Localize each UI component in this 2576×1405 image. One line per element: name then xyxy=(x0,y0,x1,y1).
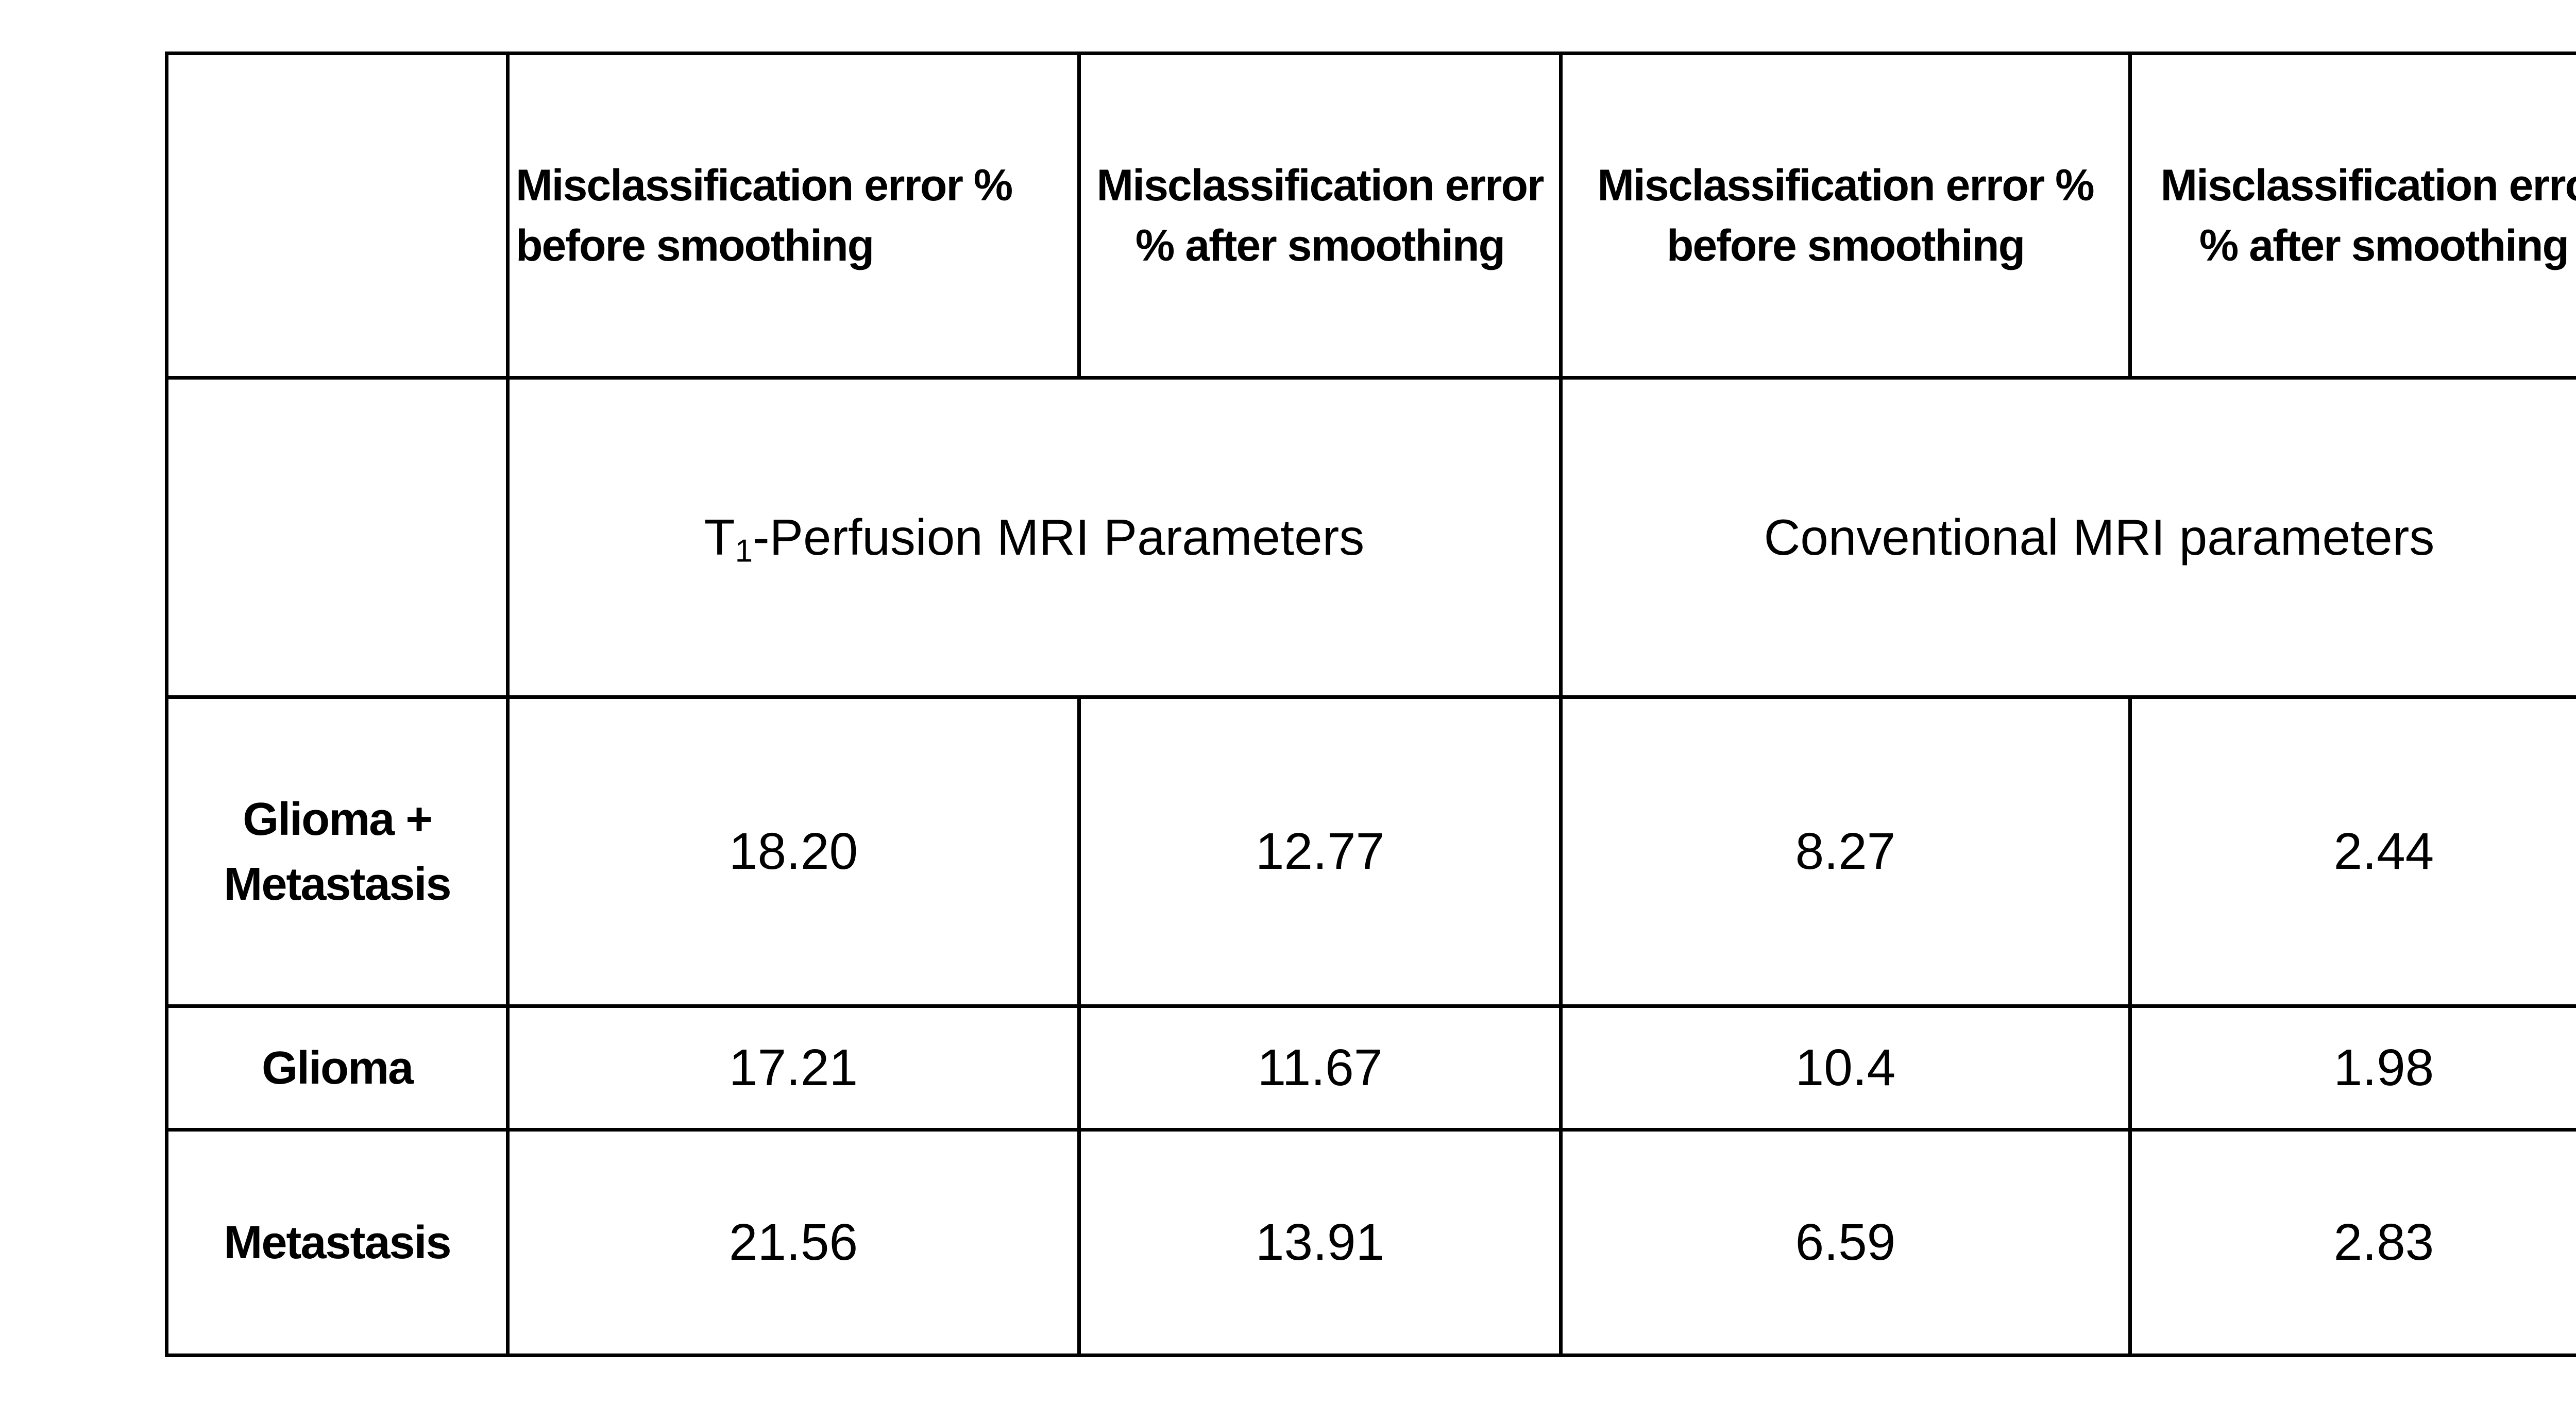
value-metastasis-perfusion-after: 13.91 xyxy=(1077,1128,1563,1357)
value-glioma-metastasis-conventional-before: 8.27 xyxy=(1559,695,2132,1008)
value-glioma-metastasis-conventional-after: 2.44 xyxy=(2128,695,2576,1008)
column-header-row: Misclassification error % before smoothi… xyxy=(165,52,2576,380)
value-metastasis-conventional-before: 6.59 xyxy=(1559,1128,2132,1357)
table-row-metastasis: Metastasis 21.56 13.91 6.59 2.83 xyxy=(165,1128,2576,1357)
header-after-smoothing-conventional: Misclassification error % after smoothin… xyxy=(2128,52,2576,380)
group-header-row: T1-Perfusion MRI Parameters Conventional… xyxy=(165,376,2576,699)
header-before-smoothing-perfusion: Misclassification error % before smoothi… xyxy=(506,52,1081,380)
value-glioma-perfusion-after: 11.67 xyxy=(1077,1004,1563,1132)
header-before-smoothing-conventional: Misclassification error % before smoothi… xyxy=(1559,52,2132,380)
misclassification-error-table: Misclassification error % before smoothi… xyxy=(165,52,2576,1357)
value-glioma-metastasis-perfusion-before: 18.20 xyxy=(506,695,1081,1008)
row-label-glioma-metastasis: Glioma + Metastasis xyxy=(165,695,510,1008)
corner-empty-cell xyxy=(165,52,510,380)
t1-label-prefix: T xyxy=(704,509,735,566)
value-glioma-conventional-after: 1.98 xyxy=(2128,1004,2576,1132)
value-metastasis-perfusion-before: 21.56 xyxy=(506,1128,1081,1357)
group-header-t1-perfusion: T1-Perfusion MRI Parameters xyxy=(506,376,1563,699)
table-row-glioma-metastasis: Glioma + Metastasis 18.20 12.77 8.27 2.4… xyxy=(165,695,2576,1008)
row-label-metastasis: Metastasis xyxy=(165,1128,510,1357)
value-glioma-metastasis-perfusion-after: 12.77 xyxy=(1077,695,1563,1008)
group-header-conventional: Conventional MRI parameters xyxy=(1559,376,2576,699)
t1-subscript: 1 xyxy=(735,533,753,569)
header-after-smoothing-perfusion: Misclassification error % after smoothin… xyxy=(1077,52,1563,380)
table-row-glioma: Glioma 17.21 11.67 10.4 1.98 xyxy=(165,1004,2576,1132)
table-container: Misclassification error % before smoothi… xyxy=(165,52,2576,1357)
value-glioma-conventional-before: 10.4 xyxy=(1559,1004,2132,1132)
group-row-empty-cell xyxy=(165,376,510,699)
value-glioma-perfusion-before: 17.21 xyxy=(506,1004,1081,1132)
value-metastasis-conventional-after: 2.83 xyxy=(2128,1128,2576,1357)
t1-label-rest: -Perfusion MRI Parameters xyxy=(753,509,1365,566)
row-label-glioma: Glioma xyxy=(165,1004,510,1132)
